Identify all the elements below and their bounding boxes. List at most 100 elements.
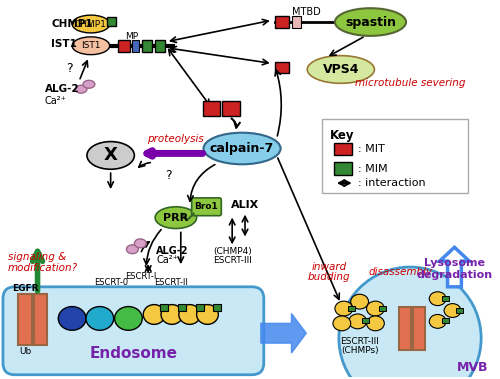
Ellipse shape bbox=[75, 85, 87, 93]
Text: (CHMPs): (CHMPs) bbox=[341, 346, 378, 354]
Bar bbox=[196, 304, 203, 310]
Ellipse shape bbox=[444, 304, 461, 318]
Text: Ca²⁺: Ca²⁺ bbox=[44, 96, 66, 106]
Ellipse shape bbox=[114, 307, 142, 330]
Text: EGFR: EGFR bbox=[12, 284, 39, 293]
Text: ALG-2: ALG-2 bbox=[44, 84, 79, 94]
Ellipse shape bbox=[179, 305, 201, 324]
Ellipse shape bbox=[366, 316, 384, 331]
Ellipse shape bbox=[72, 37, 110, 55]
FancyBboxPatch shape bbox=[192, 198, 222, 216]
Text: degradation: degradation bbox=[416, 270, 492, 280]
Ellipse shape bbox=[350, 294, 368, 309]
Text: MTBD: MTBD bbox=[292, 7, 320, 17]
Text: proteolysis: proteolysis bbox=[148, 134, 204, 144]
Bar bbox=[362, 318, 368, 323]
Text: CHMP1: CHMP1 bbox=[52, 19, 93, 29]
Text: IST1: IST1 bbox=[81, 41, 100, 50]
Bar bbox=[334, 143, 351, 155]
Polygon shape bbox=[440, 247, 470, 287]
Text: ESCRT-III: ESCRT-III bbox=[212, 256, 252, 265]
Bar bbox=[34, 294, 48, 345]
Text: CHMP1: CHMP1 bbox=[75, 19, 107, 28]
Text: Ca²⁺: Ca²⁺ bbox=[156, 255, 178, 265]
Text: ALIX: ALIX bbox=[231, 200, 259, 210]
FancyBboxPatch shape bbox=[3, 287, 264, 375]
Text: : interaction: : interaction bbox=[358, 178, 426, 188]
Polygon shape bbox=[261, 313, 306, 353]
Bar bbox=[292, 16, 302, 28]
Text: : MIT: : MIT bbox=[358, 144, 384, 155]
Bar bbox=[202, 101, 220, 116]
Text: MVB: MVB bbox=[456, 361, 488, 374]
Bar bbox=[413, 307, 425, 350]
Text: spastin: spastin bbox=[345, 16, 396, 28]
Text: disassembly: disassembly bbox=[368, 267, 432, 277]
Circle shape bbox=[339, 267, 481, 379]
Bar bbox=[132, 40, 140, 52]
Text: Key: Key bbox=[330, 129, 354, 142]
Bar bbox=[380, 305, 386, 310]
Bar bbox=[456, 308, 464, 313]
Ellipse shape bbox=[87, 142, 134, 169]
Ellipse shape bbox=[196, 305, 218, 324]
Bar bbox=[118, 40, 130, 52]
Ellipse shape bbox=[155, 207, 196, 229]
Bar bbox=[178, 304, 186, 310]
Ellipse shape bbox=[58, 307, 86, 330]
Bar bbox=[18, 294, 32, 345]
Text: ESCRT-III: ESCRT-III bbox=[340, 337, 379, 346]
Ellipse shape bbox=[430, 292, 446, 305]
Bar bbox=[142, 40, 152, 52]
Text: (CHMP4): (CHMP4) bbox=[213, 247, 252, 256]
Text: modification?: modification? bbox=[8, 263, 78, 273]
Text: PRR: PRR bbox=[164, 213, 188, 222]
Bar bbox=[106, 17, 116, 26]
Text: VPS4: VPS4 bbox=[322, 63, 359, 76]
Text: budding: budding bbox=[308, 272, 350, 282]
Text: ALG-2: ALG-2 bbox=[156, 246, 188, 256]
Text: ?: ? bbox=[164, 169, 172, 182]
Ellipse shape bbox=[204, 133, 281, 164]
Text: X: X bbox=[104, 146, 118, 164]
Bar bbox=[155, 40, 165, 52]
Text: Lysosome: Lysosome bbox=[424, 258, 485, 268]
Text: ?: ? bbox=[66, 62, 72, 75]
Bar bbox=[274, 61, 289, 74]
Text: calpain-7: calpain-7 bbox=[210, 142, 274, 155]
Text: microtubule severing: microtubule severing bbox=[355, 78, 466, 88]
Ellipse shape bbox=[430, 315, 446, 328]
Ellipse shape bbox=[366, 301, 384, 316]
Ellipse shape bbox=[308, 56, 374, 83]
Bar bbox=[160, 304, 168, 310]
Ellipse shape bbox=[72, 15, 110, 33]
Ellipse shape bbox=[126, 245, 138, 254]
Bar bbox=[399, 307, 411, 350]
Text: Endosome: Endosome bbox=[90, 346, 178, 360]
Text: inward: inward bbox=[312, 262, 346, 272]
Text: MP: MP bbox=[125, 32, 138, 41]
Text: ESCRT-0: ESCRT-0 bbox=[94, 278, 128, 287]
Bar bbox=[222, 101, 240, 116]
Bar bbox=[214, 304, 222, 310]
Text: IST1: IST1 bbox=[52, 39, 77, 49]
Ellipse shape bbox=[83, 80, 95, 88]
Ellipse shape bbox=[333, 316, 350, 331]
Ellipse shape bbox=[335, 8, 406, 36]
Text: Ub: Ub bbox=[20, 346, 32, 356]
Ellipse shape bbox=[144, 305, 165, 324]
Text: ESCRT-II: ESCRT-II bbox=[154, 278, 188, 287]
Bar bbox=[348, 305, 354, 310]
Bar bbox=[442, 318, 448, 323]
Ellipse shape bbox=[349, 314, 366, 329]
Bar bbox=[322, 119, 468, 193]
Ellipse shape bbox=[335, 301, 352, 316]
Text: ESCRT-I: ESCRT-I bbox=[126, 273, 157, 282]
Bar bbox=[274, 16, 289, 28]
Bar bbox=[442, 296, 448, 301]
Ellipse shape bbox=[134, 239, 146, 248]
Bar bbox=[334, 162, 351, 175]
Ellipse shape bbox=[161, 305, 183, 324]
Ellipse shape bbox=[86, 307, 114, 330]
Text: : MIM: : MIM bbox=[358, 164, 388, 174]
